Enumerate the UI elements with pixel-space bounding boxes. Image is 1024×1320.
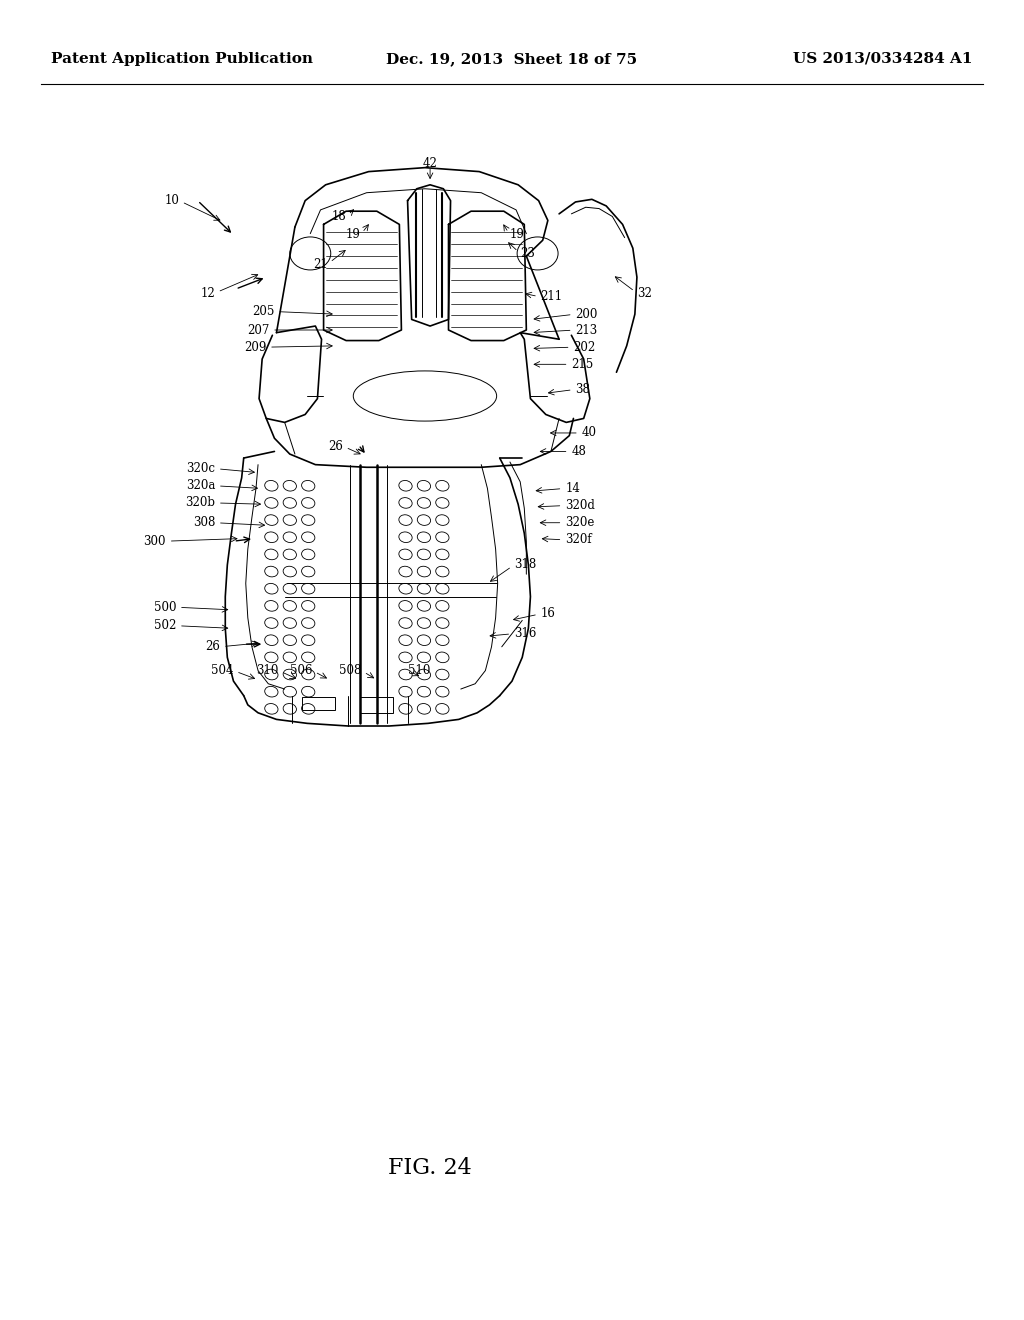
Text: 316: 316 [514, 627, 537, 640]
Text: 300: 300 [143, 535, 166, 548]
Text: FIG. 24: FIG. 24 [388, 1158, 472, 1179]
Text: 23: 23 [520, 247, 536, 260]
Bar [360, 697, 393, 713]
Text: 320f: 320f [565, 533, 592, 546]
Text: 48: 48 [571, 445, 587, 458]
Text: 16: 16 [541, 607, 556, 620]
Text: 10: 10 [164, 194, 179, 207]
Text: 14: 14 [565, 482, 581, 495]
Text: 211: 211 [541, 290, 563, 304]
Text: 320e: 320e [565, 516, 595, 529]
Text: 12: 12 [201, 286, 215, 300]
Bar [302, 697, 335, 710]
Text: 38: 38 [575, 383, 591, 396]
Text: 320b: 320b [185, 496, 215, 510]
Text: 320c: 320c [186, 462, 215, 475]
Text: 26: 26 [205, 640, 220, 653]
Text: US 2013/0334284 A1: US 2013/0334284 A1 [794, 51, 973, 66]
Text: 19: 19 [345, 228, 360, 242]
Text: Dec. 19, 2013  Sheet 18 of 75: Dec. 19, 2013 Sheet 18 of 75 [386, 51, 638, 66]
Text: 508: 508 [339, 664, 361, 677]
Text: 506: 506 [290, 664, 312, 677]
Text: 205: 205 [252, 305, 274, 318]
Text: 202: 202 [573, 341, 596, 354]
Text: 18: 18 [332, 210, 346, 223]
Text: 320d: 320d [565, 499, 595, 512]
Text: 42: 42 [423, 157, 437, 170]
Text: 318: 318 [514, 558, 537, 572]
Text: 510: 510 [408, 664, 430, 677]
Text: 21: 21 [313, 257, 328, 271]
Text: 320a: 320a [185, 479, 215, 492]
Text: 200: 200 [575, 308, 598, 321]
Text: 19: 19 [510, 228, 525, 242]
Text: 504: 504 [211, 664, 233, 677]
Text: 207: 207 [247, 323, 269, 337]
Text: 215: 215 [571, 358, 594, 371]
Text: 40: 40 [582, 426, 597, 440]
Text: 308: 308 [193, 516, 215, 529]
Text: 213: 213 [575, 323, 598, 337]
Text: Patent Application Publication: Patent Application Publication [51, 51, 313, 66]
Text: 310: 310 [256, 664, 279, 677]
Text: 502: 502 [154, 619, 176, 632]
Text: 500: 500 [154, 601, 176, 614]
Text: 32: 32 [637, 286, 652, 300]
Text: 209: 209 [244, 341, 266, 354]
Text: 26: 26 [328, 440, 343, 453]
